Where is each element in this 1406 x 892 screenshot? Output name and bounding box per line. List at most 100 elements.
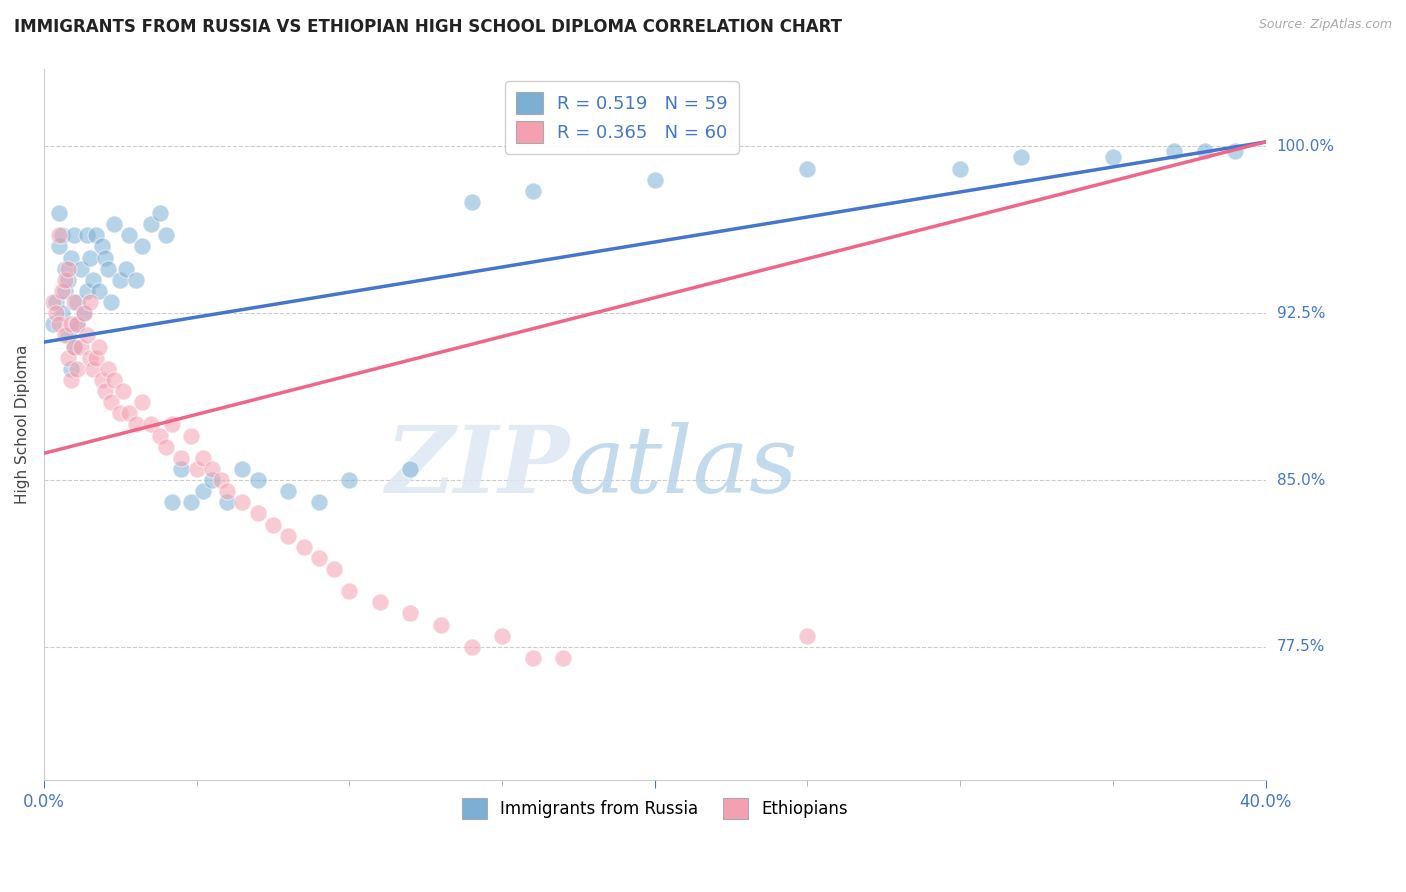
Point (124, 273, 146, 287)
Point (103, 217, 125, 231)
Point (97, 361, 120, 376)
Point (76, 328, 98, 343)
Point (277, 528, 299, 542)
Point (42, 318, 65, 332)
Legend: Immigrants from Russia, Ethiopians: Immigrants from Russia, Ethiopians (456, 792, 855, 825)
Point (337, 473, 360, 487)
Point (79, 251, 101, 265)
Point (209, 473, 232, 487)
Point (53, 273, 76, 287)
Point (308, 495, 330, 509)
Point (63, 340, 86, 354)
Point (60, 361, 83, 376)
Text: IMMIGRANTS FROM RUSSIA VS ETHIOPIAN HIGH SCHOOL DIPLOMA CORRELATION CHART: IMMIGRANTS FROM RUSSIA VS ETHIOPIAN HIGH… (14, 18, 842, 36)
Point (72, 306, 94, 320)
Point (796, 629, 818, 643)
Point (179, 428, 201, 442)
Point (644, 172, 666, 186)
Point (170, 450, 193, 465)
Point (45, 306, 67, 320)
Point (87, 340, 110, 354)
Point (553, 651, 575, 665)
Point (522, 651, 544, 665)
Point (63, 340, 86, 354)
Point (308, 550, 330, 565)
Point (58, 261, 80, 276)
Point (139, 217, 162, 231)
Point (90, 373, 112, 387)
Point (149, 206, 172, 220)
Point (460, 194, 482, 209)
Point (48, 228, 70, 243)
Point (97, 261, 120, 276)
Point (48, 206, 70, 220)
Point (1223, 144, 1246, 158)
Point (66, 318, 89, 332)
Point (58, 328, 80, 343)
Point (246, 507, 269, 521)
Point (103, 373, 125, 387)
Point (949, 161, 972, 176)
Point (139, 417, 162, 432)
Point (131, 239, 153, 253)
Point (149, 428, 172, 442)
Point (201, 462, 224, 476)
Point (155, 228, 177, 243)
Point (79, 351, 101, 365)
Point (368, 595, 391, 609)
Point (170, 462, 193, 476)
Point (115, 261, 138, 276)
Point (63, 228, 86, 243)
Point (63, 295, 86, 310)
Point (246, 473, 269, 487)
Point (69, 261, 91, 276)
Text: 85.0%: 85.0% (1277, 473, 1324, 488)
Point (323, 562, 346, 576)
Point (72, 306, 94, 320)
Point (201, 473, 224, 487)
Point (60, 373, 83, 387)
Point (66, 295, 89, 310)
Point (100, 295, 122, 310)
Point (430, 617, 453, 632)
Point (82, 361, 104, 376)
Point (79, 295, 101, 310)
Point (84, 351, 107, 365)
Point (48, 318, 70, 332)
Point (100, 395, 122, 409)
Point (1102, 151, 1125, 165)
Point (94, 251, 117, 265)
Point (90, 239, 112, 253)
Point (58, 351, 80, 365)
Point (53, 261, 76, 276)
Point (53, 328, 76, 343)
Point (82, 273, 104, 287)
Point (110, 406, 132, 420)
Point (491, 629, 513, 643)
Point (58, 273, 80, 287)
Point (42, 295, 65, 310)
Point (277, 484, 299, 499)
Point (160, 495, 183, 509)
Point (118, 406, 141, 420)
Y-axis label: High School Diploma: High School Diploma (15, 344, 30, 504)
Point (191, 484, 214, 499)
Point (53, 284, 76, 298)
Point (84, 228, 107, 243)
Point (160, 417, 183, 432)
Point (87, 284, 110, 298)
Text: Source: ZipAtlas.com: Source: ZipAtlas.com (1258, 18, 1392, 31)
Point (112, 384, 135, 398)
Point (110, 273, 132, 287)
Point (45, 295, 67, 310)
Point (69, 340, 91, 354)
Point (796, 161, 818, 176)
Point (66, 318, 89, 332)
Point (51, 228, 73, 243)
Point (76, 284, 98, 298)
Point (60, 318, 83, 332)
Point (48, 239, 70, 253)
Point (337, 584, 360, 599)
Point (131, 395, 153, 409)
Point (186, 462, 208, 476)
